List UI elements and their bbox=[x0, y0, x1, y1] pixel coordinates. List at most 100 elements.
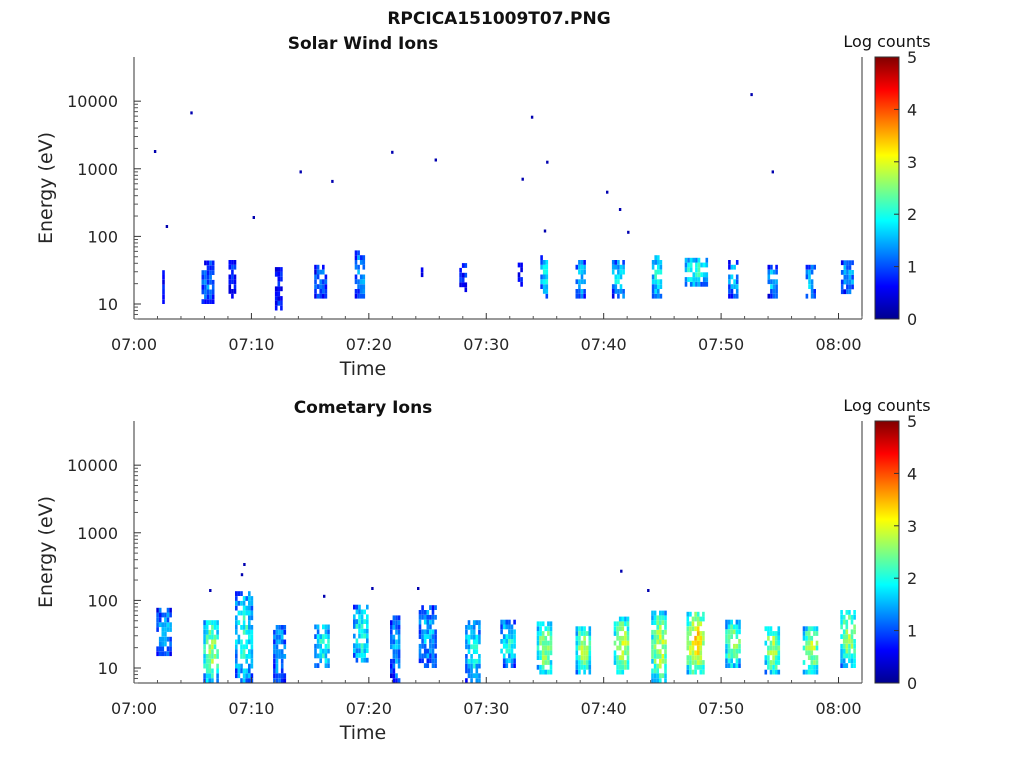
data-cell bbox=[273, 658, 276, 664]
data-cell bbox=[366, 638, 369, 644]
data-cell bbox=[327, 663, 330, 668]
data-speck bbox=[243, 563, 246, 566]
data-cell bbox=[275, 663, 279, 669]
data-cell bbox=[815, 631, 819, 636]
data-cell bbox=[211, 270, 215, 275]
data-cell bbox=[235, 639, 238, 645]
data-cell bbox=[728, 284, 731, 289]
data-speck bbox=[521, 177, 524, 181]
data-cell bbox=[211, 649, 214, 654]
data-cell bbox=[614, 284, 618, 289]
data-cell bbox=[815, 664, 819, 670]
data-cell bbox=[725, 648, 728, 654]
data-cell bbox=[697, 262, 701, 268]
data-cell bbox=[802, 645, 806, 651]
data-cell bbox=[772, 660, 775, 665]
data-cell bbox=[539, 650, 542, 656]
data-cell bbox=[316, 269, 320, 275]
data-cell bbox=[549, 660, 553, 665]
data-cell bbox=[314, 274, 317, 280]
data-cell bbox=[583, 279, 586, 285]
data-cell bbox=[624, 640, 627, 646]
data-cell bbox=[233, 289, 237, 294]
data-cell bbox=[395, 625, 398, 630]
data-cell bbox=[242, 649, 246, 654]
data-cell bbox=[843, 279, 847, 285]
data-cell bbox=[664, 673, 667, 679]
data-cell bbox=[842, 663, 846, 668]
data-cell bbox=[536, 664, 540, 670]
data-cell bbox=[324, 653, 328, 659]
data-cell bbox=[395, 639, 398, 645]
data-cell bbox=[843, 289, 847, 295]
data-cell bbox=[203, 629, 206, 635]
data-cell bbox=[233, 284, 237, 289]
data-cell bbox=[619, 264, 623, 270]
data-cell bbox=[359, 274, 363, 280]
data-cell bbox=[651, 639, 654, 645]
data-cell bbox=[204, 279, 207, 285]
data-cell bbox=[248, 610, 251, 616]
data-cell bbox=[807, 645, 811, 651]
data-cell bbox=[169, 651, 172, 657]
data-cell bbox=[358, 609, 361, 615]
data-cell bbox=[429, 658, 432, 664]
data-cell bbox=[423, 648, 427, 654]
data-cell bbox=[431, 658, 435, 664]
data-cell bbox=[280, 286, 283, 292]
data-cell bbox=[280, 663, 284, 669]
data-cell bbox=[283, 654, 287, 659]
data-cell bbox=[694, 640, 697, 646]
data-cell bbox=[354, 250, 358, 256]
data-cell bbox=[540, 279, 543, 285]
data-cell bbox=[661, 673, 665, 679]
data-cell bbox=[314, 648, 317, 654]
data-cell bbox=[810, 645, 814, 651]
data-cell bbox=[240, 668, 243, 674]
data-cell bbox=[211, 260, 215, 266]
data-cell bbox=[502, 619, 506, 625]
data-burst bbox=[156, 607, 172, 657]
data-cell bbox=[840, 614, 843, 620]
data-cell bbox=[362, 274, 366, 280]
data-cell bbox=[808, 264, 811, 270]
x-tick-label: 07:00 bbox=[111, 335, 157, 354]
data-speck bbox=[371, 587, 374, 590]
data-cell bbox=[540, 255, 543, 260]
data-cell bbox=[235, 591, 238, 596]
data-cell bbox=[360, 633, 364, 639]
data-cell bbox=[769, 660, 773, 665]
data-burst bbox=[459, 263, 468, 293]
data-cell bbox=[656, 668, 659, 674]
data-cell bbox=[360, 628, 364, 634]
data-cell bbox=[775, 279, 778, 285]
data-cell bbox=[472, 658, 476, 664]
data-cell bbox=[583, 260, 586, 265]
data-speck bbox=[618, 208, 622, 211]
data-cell bbox=[580, 631, 584, 636]
data-cell bbox=[240, 654, 243, 659]
data-cell bbox=[735, 653, 739, 659]
data-cell bbox=[156, 646, 159, 652]
colorbar-tick-label: 0 bbox=[907, 310, 917, 329]
colorbar bbox=[874, 420, 900, 684]
data-cell bbox=[585, 660, 589, 665]
data-cell bbox=[843, 265, 847, 270]
data-cell bbox=[461, 282, 465, 288]
data-cell bbox=[700, 281, 703, 287]
data-cell bbox=[853, 643, 856, 649]
data-cell bbox=[354, 279, 358, 285]
data-cell bbox=[245, 654, 248, 659]
data-cell bbox=[772, 645, 775, 651]
data-cell bbox=[201, 279, 205, 285]
data-cell bbox=[735, 260, 739, 265]
data-cell bbox=[213, 639, 217, 645]
data-cell bbox=[275, 673, 279, 679]
data-cell bbox=[725, 624, 728, 630]
data-cell bbox=[324, 648, 328, 654]
data-cell bbox=[728, 260, 731, 265]
data-cell bbox=[738, 619, 741, 625]
data-cell bbox=[699, 655, 703, 660]
data-burst bbox=[725, 619, 741, 668]
data-cell bbox=[575, 626, 579, 632]
